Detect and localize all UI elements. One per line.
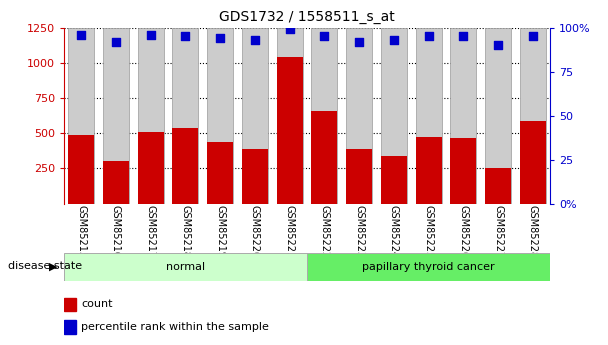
Bar: [416, 28, 441, 204]
Bar: [381, 28, 407, 204]
Bar: [207, 141, 233, 204]
Text: GSM85223: GSM85223: [354, 205, 364, 258]
Point: [215, 36, 225, 41]
Bar: [207, 28, 233, 204]
Bar: [137, 132, 164, 204]
Bar: [416, 137, 441, 204]
Bar: [307, 253, 550, 281]
Text: GSM85219: GSM85219: [215, 205, 225, 258]
Text: GSM85217: GSM85217: [146, 205, 156, 258]
Point: [528, 34, 537, 39]
Text: GSM85226: GSM85226: [458, 205, 468, 258]
Point: [285, 27, 294, 32]
Bar: [311, 111, 337, 204]
Bar: [103, 161, 129, 204]
Text: GSM85225: GSM85225: [424, 205, 434, 258]
Bar: [64, 320, 76, 334]
Bar: [64, 253, 307, 281]
Text: GSM85228: GSM85228: [528, 205, 538, 258]
Bar: [242, 149, 268, 204]
Bar: [520, 28, 546, 204]
Text: GSM85224: GSM85224: [389, 205, 399, 258]
Text: ▶: ▶: [49, 262, 57, 271]
Point: [458, 34, 468, 39]
Bar: [173, 128, 198, 204]
Point: [77, 32, 86, 37]
Bar: [311, 28, 337, 204]
Bar: [346, 28, 372, 204]
Bar: [277, 28, 303, 204]
Bar: [485, 28, 511, 204]
Bar: [277, 57, 303, 204]
Point: [320, 34, 330, 39]
Bar: [68, 135, 94, 204]
Bar: [103, 28, 129, 204]
Text: normal: normal: [166, 262, 205, 272]
Bar: [346, 149, 372, 204]
Bar: [173, 28, 198, 204]
Text: GSM85222: GSM85222: [319, 205, 330, 258]
Bar: [451, 138, 477, 204]
Point: [493, 42, 503, 48]
Text: GSM85216: GSM85216: [111, 205, 121, 258]
Text: GSM85221: GSM85221: [285, 205, 295, 258]
Bar: [381, 156, 407, 204]
Title: GDS1732 / 1558511_s_at: GDS1732 / 1558511_s_at: [219, 10, 395, 24]
Point: [354, 39, 364, 45]
Text: GSM85215: GSM85215: [76, 205, 86, 258]
Text: percentile rank within the sample: percentile rank within the sample: [81, 322, 269, 332]
Bar: [242, 28, 268, 204]
Point: [181, 34, 190, 39]
Text: papillary thyroid cancer: papillary thyroid cancer: [362, 262, 495, 272]
Bar: [137, 28, 164, 204]
Point: [250, 37, 260, 43]
Point: [424, 34, 434, 39]
Bar: [64, 298, 76, 311]
Point: [111, 39, 121, 45]
Text: GSM85220: GSM85220: [250, 205, 260, 258]
Bar: [485, 168, 511, 204]
Text: GSM85218: GSM85218: [181, 205, 190, 258]
Bar: [451, 28, 477, 204]
Bar: [520, 121, 546, 204]
Point: [146, 32, 156, 37]
Text: GSM85227: GSM85227: [493, 205, 503, 258]
Point: [389, 37, 399, 43]
Text: disease state: disease state: [8, 262, 82, 271]
Text: count: count: [81, 299, 113, 309]
Bar: [68, 28, 94, 204]
